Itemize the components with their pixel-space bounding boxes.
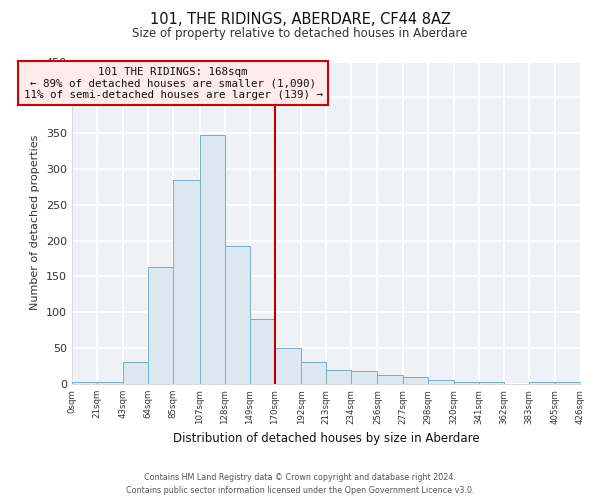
Bar (224, 246, 250, 384)
X-axis label: Distribution of detached houses by size in Aberdare: Distribution of detached houses by size … (173, 432, 479, 445)
Bar (200, 134, 224, 384)
Bar (556, 382, 581, 384)
Bar (148, 267, 173, 384)
Bar (377, 376, 403, 384)
Bar (403, 377, 428, 384)
Bar (173, 180, 200, 384)
Bar (529, 382, 556, 384)
Bar (250, 320, 275, 384)
Text: 101, THE RIDINGS, ABERDARE, CF44 8AZ: 101, THE RIDINGS, ABERDARE, CF44 8AZ (149, 12, 451, 28)
Text: 101 THE RIDINGS: 168sqm
← 89% of detached houses are smaller (1,090)
11% of semi: 101 THE RIDINGS: 168sqm ← 89% of detache… (24, 66, 323, 100)
Bar (275, 348, 301, 384)
Bar (72, 382, 97, 384)
Text: Contains HM Land Registry data © Crown copyright and database right 2024.
Contai: Contains HM Land Registry data © Crown c… (126, 474, 474, 495)
Bar (428, 380, 454, 384)
Bar (326, 370, 351, 384)
Bar (454, 382, 479, 384)
Bar (301, 362, 326, 384)
Bar (479, 382, 504, 384)
Bar (97, 382, 123, 384)
Bar (351, 371, 377, 384)
Text: Size of property relative to detached houses in Aberdare: Size of property relative to detached ho… (133, 28, 467, 40)
Bar (123, 362, 148, 384)
Y-axis label: Number of detached properties: Number of detached properties (30, 135, 40, 310)
